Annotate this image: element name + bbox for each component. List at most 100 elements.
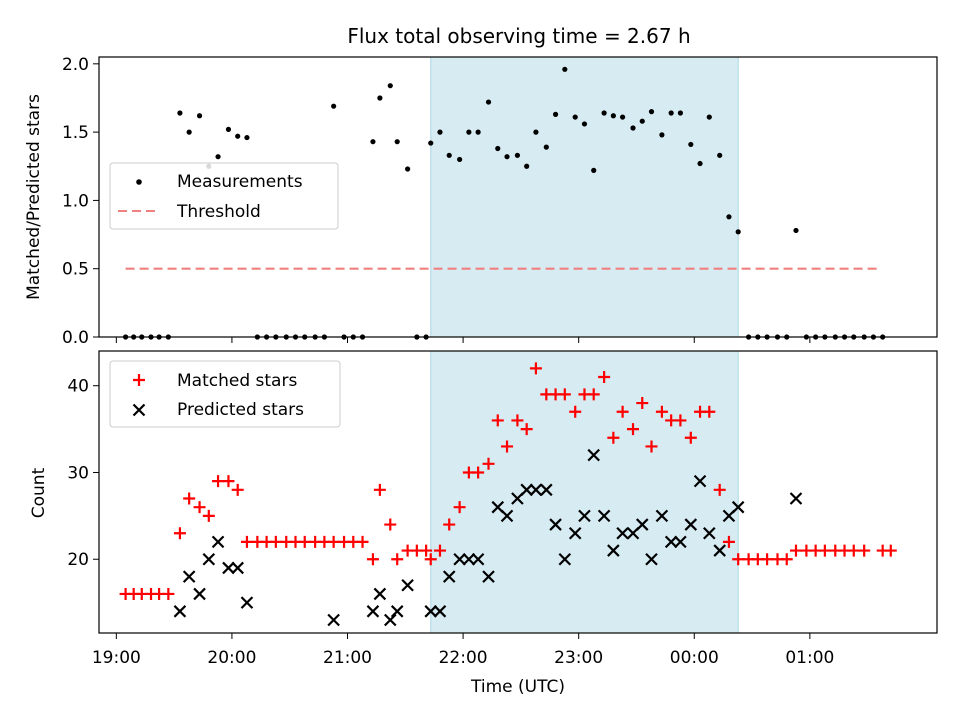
matched-star-point <box>269 535 282 548</box>
predicted-star-point <box>482 570 495 583</box>
matched-star-point <box>722 535 735 548</box>
measurement-point <box>370 139 376 145</box>
predicted-star-point <box>520 483 533 497</box>
predicted-star-point <box>655 509 669 523</box>
x-tick-label: 01:00 <box>785 648 834 668</box>
measurement-point <box>186 129 192 135</box>
measurement-point <box>215 154 221 160</box>
legend-measurements-marker <box>136 179 142 185</box>
measurement-point <box>235 133 241 139</box>
top-axes-frame <box>98 56 938 338</box>
predicted-star-point <box>401 578 414 592</box>
predicted-star-point <box>616 526 629 540</box>
matched-star-point <box>732 553 745 566</box>
measurement-point <box>562 66 568 72</box>
top-y-axis-label: Matched/Predicted stars <box>24 94 44 300</box>
measurement-point <box>331 103 337 109</box>
measurement-point <box>552 111 559 117</box>
measurement-point <box>659 132 665 138</box>
bottom-y-axis-label: Count <box>29 467 49 518</box>
predicted-star-point <box>635 518 649 531</box>
legend-matched-marker <box>133 374 145 386</box>
predicted-star-point <box>789 492 803 505</box>
predicted-star-point <box>664 535 678 549</box>
measurement-point <box>601 110 607 116</box>
measurement-point <box>572 114 578 120</box>
matched-star-point <box>453 501 466 514</box>
predicted-star-point <box>471 552 485 566</box>
predicted-star-point <box>684 518 698 531</box>
matched-star-point <box>366 553 379 566</box>
bottom-legend-box <box>109 360 341 428</box>
matched-star-point <box>569 405 582 418</box>
measurement-point <box>177 110 183 116</box>
matched-star-point <box>558 388 571 401</box>
matched-star-point <box>231 483 244 496</box>
predicted-star-point <box>540 483 553 497</box>
measurement-point <box>706 114 712 120</box>
measurement-point <box>630 125 636 131</box>
bottom-axes-frame <box>98 350 938 634</box>
predicted-star-point <box>211 535 225 549</box>
top-observing-window <box>430 56 739 338</box>
matched-star-point <box>472 466 485 479</box>
measurement-point <box>475 129 481 135</box>
measurement-point <box>533 129 539 135</box>
x-tick-label: 22:00 <box>439 648 488 668</box>
matched-star-point <box>627 423 640 436</box>
matched-star-point <box>202 509 215 522</box>
y-tick-label: 30 <box>67 463 89 483</box>
top-panel: 0.00.51.01.52.0 Matched/Predicted stars … <box>24 55 938 348</box>
measurement-point <box>524 163 530 169</box>
predicted-star-point <box>222 561 235 575</box>
x-tick-label: 23:00 <box>554 648 603 668</box>
measurement-point <box>504 154 510 160</box>
measurement-point <box>639 118 645 124</box>
measurement-point <box>446 152 452 158</box>
predicted-star-point <box>549 518 562 531</box>
measurement-point <box>591 167 597 173</box>
measurement-point <box>648 109 655 115</box>
predicted-star-point <box>231 561 244 575</box>
matched-star-point <box>655 405 668 418</box>
predicted-star-point <box>597 509 611 523</box>
measurement-point <box>394 139 400 145</box>
predicted-star-point <box>182 570 196 583</box>
measurement-point <box>543 144 549 150</box>
matched-star-point <box>598 371 611 384</box>
x-tick-label: 21:00 <box>323 648 372 668</box>
matched-star-point <box>222 475 235 488</box>
matched-star-point <box>173 527 186 540</box>
matched-star-point <box>858 544 871 557</box>
matched-star-point <box>391 553 404 566</box>
matched-star-point <box>703 405 716 418</box>
y-tick-label: 2.0 <box>62 55 89 75</box>
predicted-star-point <box>693 474 707 488</box>
x-axis-label: Time (UTC) <box>470 677 565 697</box>
matched-star-point <box>818 544 831 557</box>
x-tick-label: 19:00 <box>92 648 141 668</box>
predicted-star-point <box>578 509 591 523</box>
measurement-point <box>668 110 674 116</box>
matched-star-point <box>616 405 629 418</box>
measurement-point <box>225 126 232 132</box>
measurement-point <box>485 99 492 105</box>
legend-measurements-label: Measurements <box>177 172 303 192</box>
y-tick-label: 1.5 <box>62 123 89 143</box>
measurement-point <box>793 227 799 234</box>
x-tick-label: 00:00 <box>670 648 719 668</box>
matched-star-point <box>193 501 206 514</box>
measurement-point <box>726 214 732 220</box>
measurement-point <box>466 129 472 135</box>
y-tick-label: 0.5 <box>62 260 89 280</box>
matched-star-point <box>607 431 620 444</box>
y-tick-label: 0.0 <box>62 328 89 348</box>
predicted-star-point <box>674 535 687 549</box>
top-legend-box <box>109 162 339 230</box>
measurement-point <box>514 152 521 158</box>
matched-star-point <box>373 483 386 496</box>
matched-star-point <box>674 414 687 427</box>
matched-star-point <box>501 440 514 453</box>
matched-star-point <box>298 535 311 548</box>
